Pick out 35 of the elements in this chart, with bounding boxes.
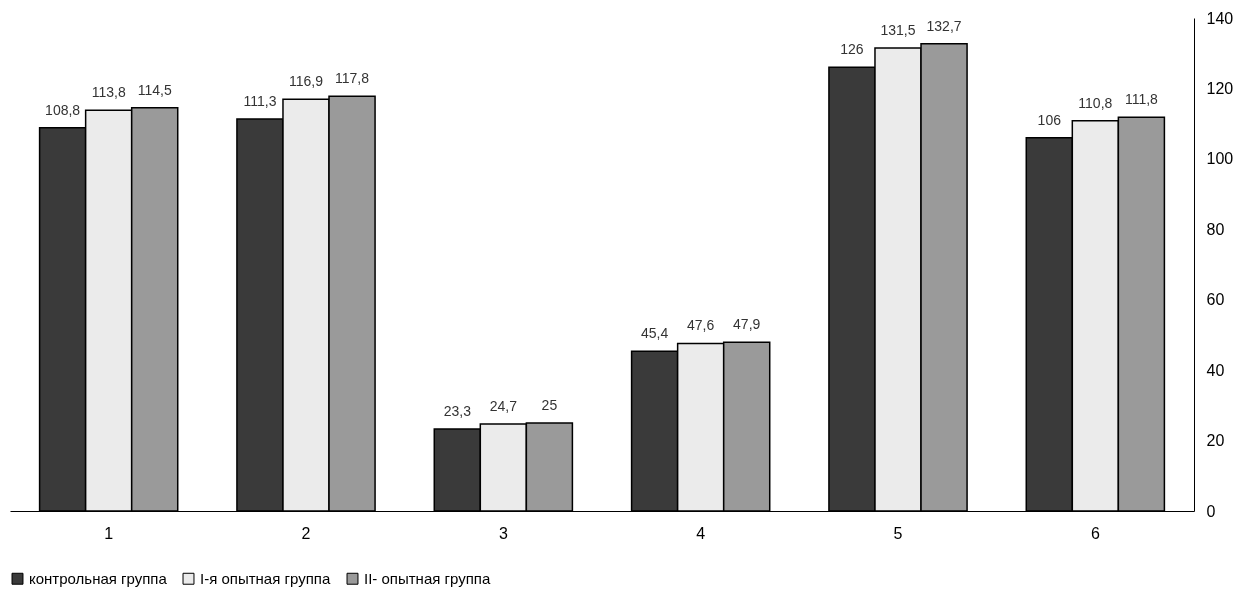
y-tick-label: 40 xyxy=(1206,361,1225,379)
data-label: 111,3 xyxy=(243,93,277,110)
data-label: 111,8 xyxy=(1124,91,1159,108)
data-label: 24,7 xyxy=(489,398,518,415)
x-tick-label: 3 xyxy=(498,524,508,542)
y-tick-label: 0 xyxy=(1206,502,1216,520)
legend-label: контрольная группа xyxy=(29,569,168,587)
x-tick-label: 5 xyxy=(893,524,903,542)
data-label: 114,5 xyxy=(137,81,172,98)
data-label: 110,8 xyxy=(1078,94,1113,111)
y-tick-label: 120 xyxy=(1206,79,1234,97)
x-tick-label: 6 xyxy=(1090,524,1100,542)
legend-label: I-я опытная группа xyxy=(200,569,331,587)
legend-label: II- опытная группа xyxy=(364,569,491,587)
data-label: 23,3 xyxy=(443,402,472,419)
data-label: 45,4 xyxy=(641,325,669,342)
y-tick-label: 20 xyxy=(1206,432,1225,450)
data-label: 113,8 xyxy=(91,84,126,101)
y-tick-label: 60 xyxy=(1206,291,1225,309)
x-tick-label: 2 xyxy=(301,524,311,542)
data-label: 25 xyxy=(541,396,558,413)
y-tick-label: 100 xyxy=(1206,150,1234,168)
data-label: 117,8 xyxy=(335,70,370,87)
data-label: 106 xyxy=(1037,111,1062,128)
y-tick-label: 80 xyxy=(1206,220,1225,238)
data-label: 47,9 xyxy=(733,316,761,333)
y-tick-label: 140 xyxy=(1206,9,1234,27)
data-label: 131,5 xyxy=(880,21,916,38)
data-label: 132,7 xyxy=(926,17,962,34)
x-tick-label: 1 xyxy=(104,524,114,542)
x-tick-label: 4 xyxy=(696,524,706,542)
data-label: 108,8 xyxy=(45,101,81,118)
data-label: 126 xyxy=(840,41,864,58)
data-label: 47,6 xyxy=(687,317,715,334)
data-label: 116,9 xyxy=(289,73,324,90)
